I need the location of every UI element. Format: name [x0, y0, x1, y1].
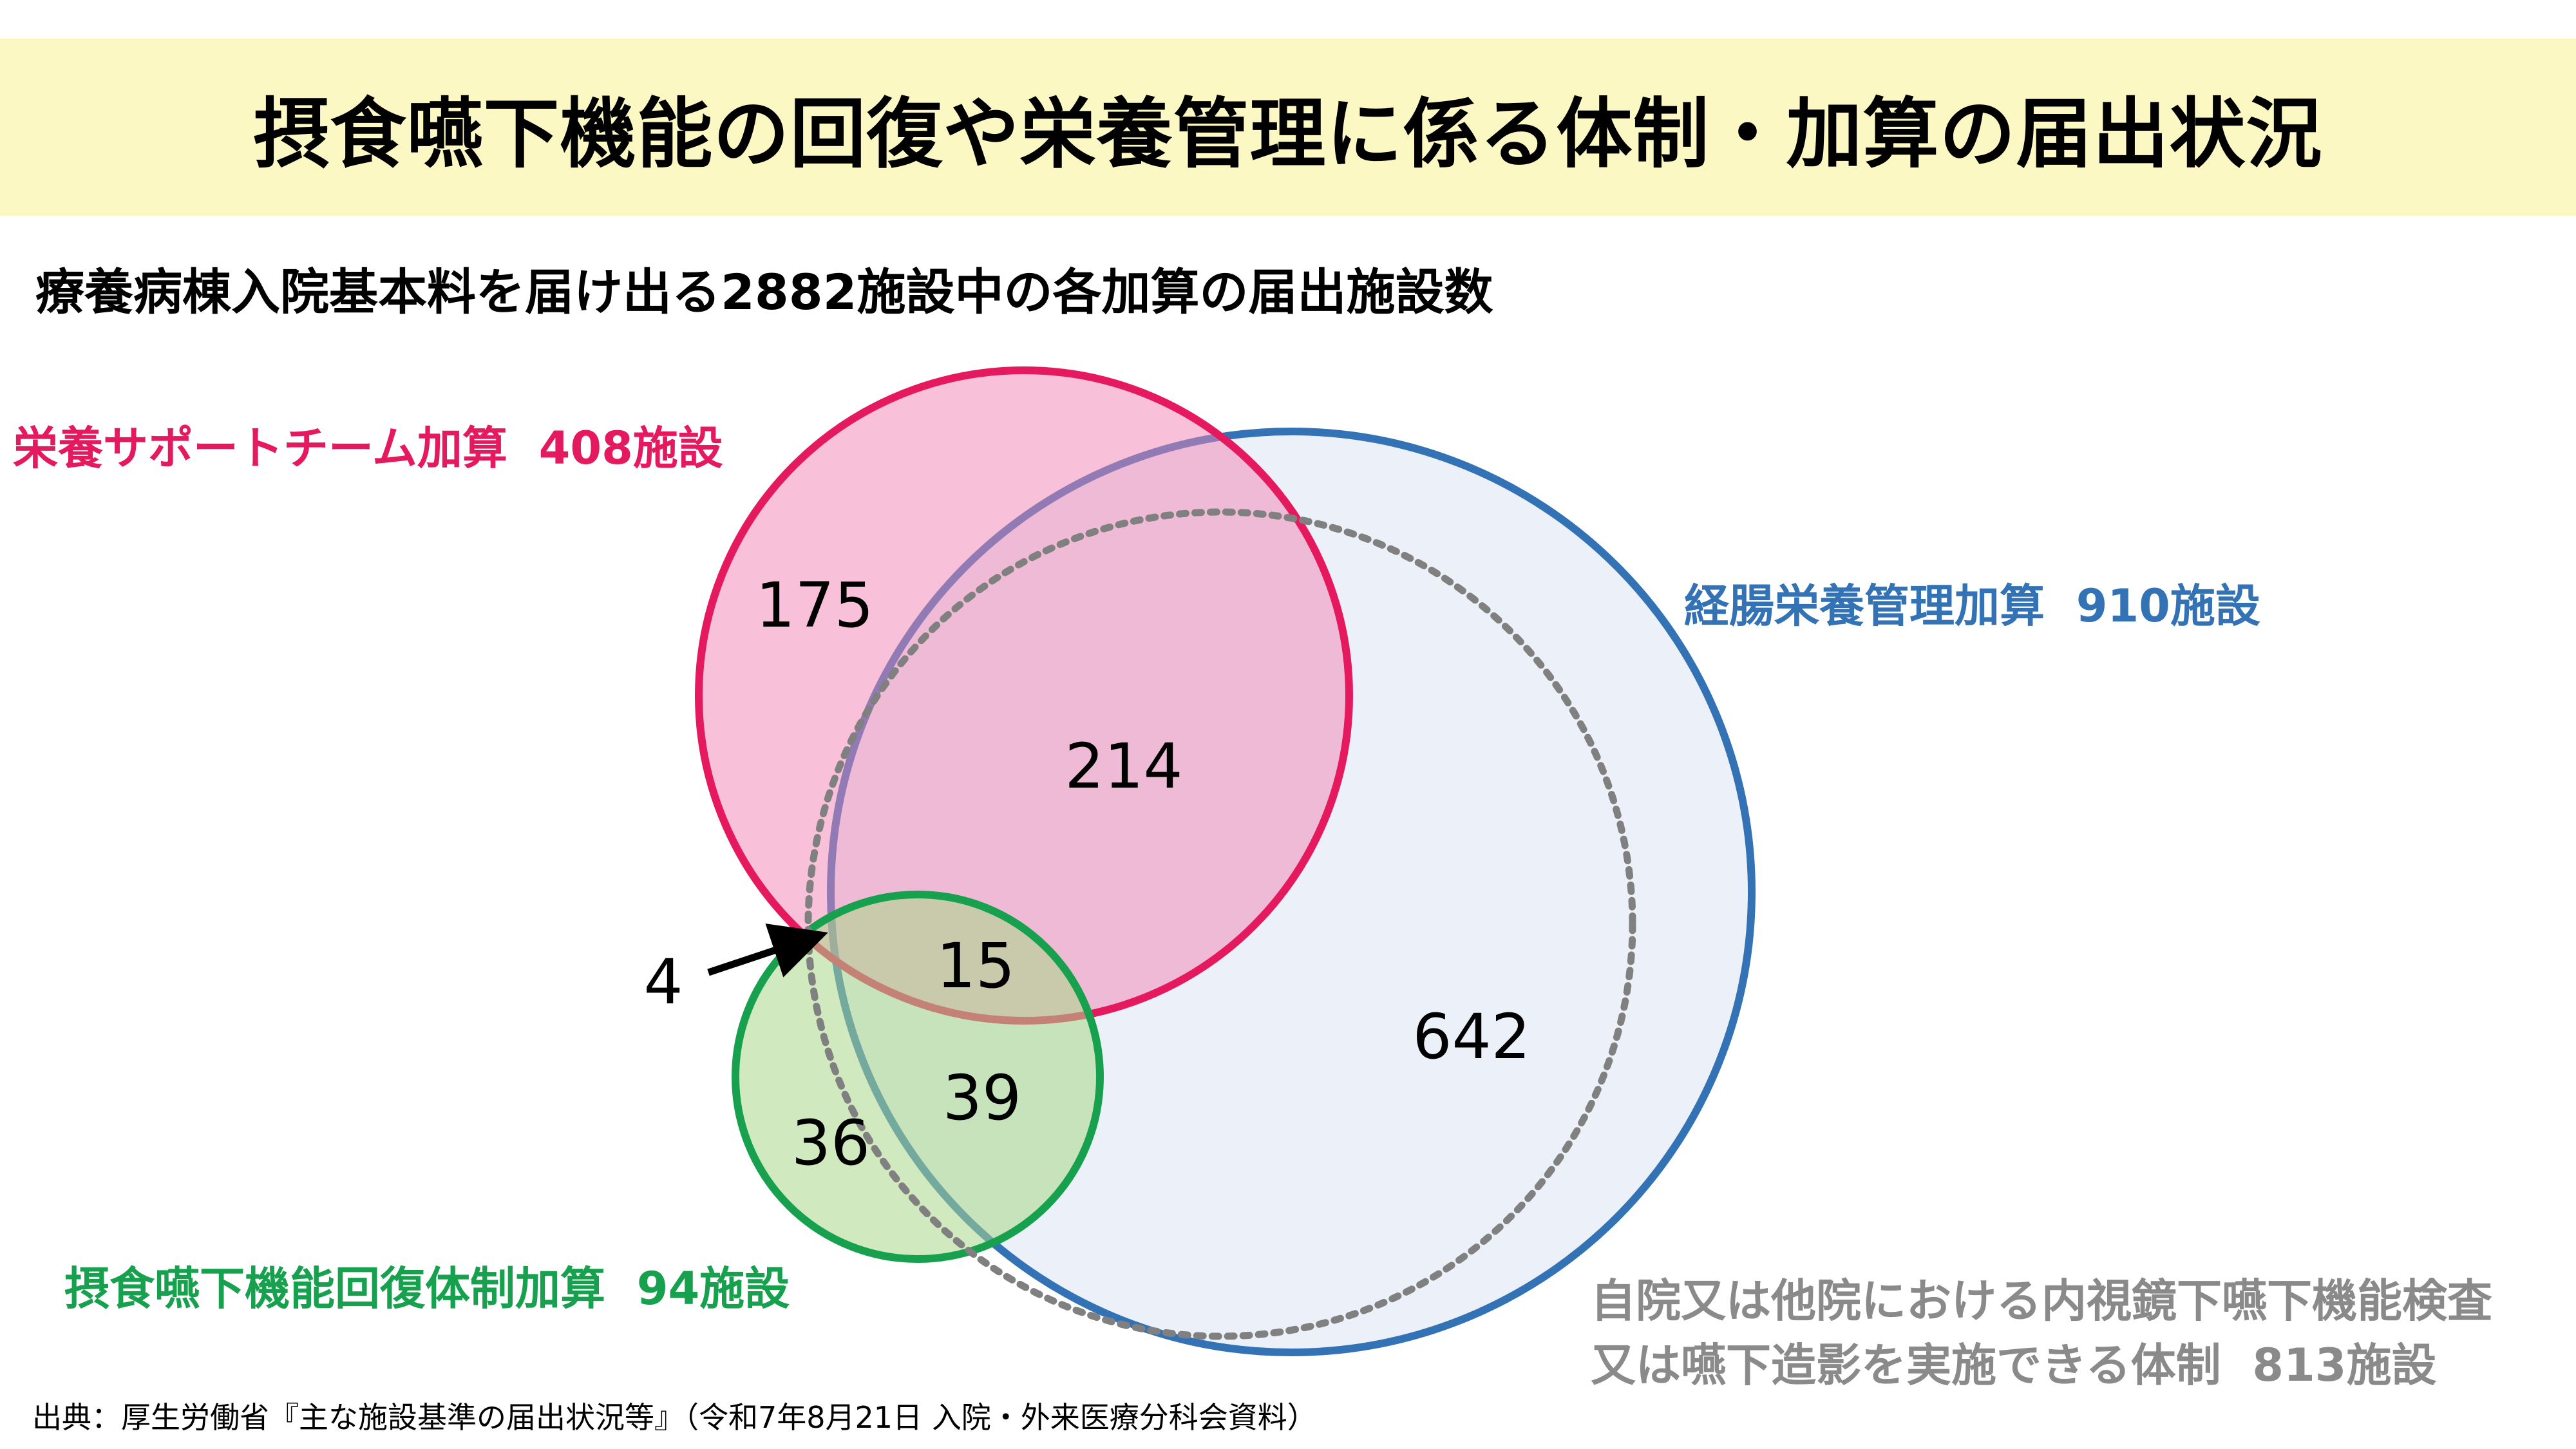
region-swallow-only: 36 — [791, 1107, 871, 1179]
nst-label: 栄養サポートチーム加算 408施設 — [13, 412, 723, 477]
exam-label-line1: 自院又は他院における内視鏡下嚥下機能検査 — [1591, 1274, 2492, 1327]
exam-label-line2: 又は嚥下造影を実施できる体制 813施設 — [1591, 1333, 2492, 1397]
swallow-label-name: 摂食嚥下機能回復体制加算 — [64, 1262, 605, 1315]
region-nst-enteral-swallow: 15 — [936, 930, 1016, 1002]
region-nst-only: 175 — [755, 569, 874, 641]
enteral-label-count: 910施設 — [2076, 580, 2260, 632]
exam-label-count: 813施設 — [2252, 1339, 2437, 1392]
region-enteral-only: 642 — [1412, 1001, 1531, 1073]
enteral-label-name: 経腸栄養管理加算 — [1684, 580, 2045, 632]
page-title: 摂食嚥下機能の回復や栄養管理に係る体制・加算の届出状況 — [253, 90, 2323, 178]
enteral-label: 経腸栄養管理加算 910施設 — [1684, 570, 2260, 635]
source-note: 出典：厚生労働省『主な施設基準の届出状況等』（令和7年8月21日 入院・外来医療… — [32, 1400, 1317, 1435]
title-band — [0, 39, 2576, 216]
subtitle: 療養病棟入院基本料を届け出る2882施設中の各加算の届出施設数 — [35, 263, 1493, 321]
nst-label-name: 栄養サポートチーム加算 — [13, 422, 507, 475]
exam-label: 自院又は他院における内視鏡下嚥下機能検査 又は嚥下造影を実施できる体制 813施… — [1591, 1269, 2492, 1397]
swallow-label: 摂食嚥下機能回復体制加算 94施設 — [64, 1253, 790, 1318]
nst-circle — [695, 366, 1353, 1025]
region-nst-enteral: 214 — [1065, 730, 1183, 802]
nst-label-count: 408施設 — [538, 422, 723, 475]
region-nst-swallow-only: 4 — [643, 946, 683, 1018]
swallow-label-count: 94施設 — [636, 1262, 790, 1315]
exam-circle — [804, 508, 1636, 1340]
swallow-circle — [732, 891, 1104, 1263]
exam-label-line2-text: 又は嚥下造影を実施できる体制 — [1591, 1339, 2221, 1392]
arrow-to-4 — [707, 923, 828, 978]
region-enteral-swallow: 39 — [942, 1062, 1022, 1134]
